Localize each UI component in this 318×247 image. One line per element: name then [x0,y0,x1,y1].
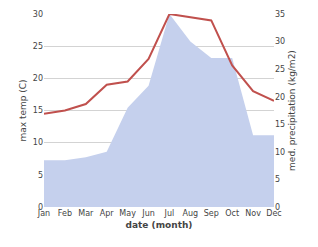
svg-text:Mar: Mar [78,209,94,218]
svg-text:date (month): date (month) [126,220,193,230]
svg-text:5: 5 [275,175,280,184]
svg-text:Dec: Dec [266,209,281,218]
svg-text:20: 20 [275,93,285,102]
svg-text:15: 15 [33,106,43,115]
svg-text:0: 0 [38,203,43,212]
svg-text:Jun: Jun [141,209,155,218]
svg-text:10: 10 [33,138,43,147]
svg-text:35: 35 [275,10,285,19]
svg-text:30: 30 [33,10,43,19]
svg-text:15: 15 [275,120,285,129]
svg-text:10: 10 [275,148,285,157]
svg-text:30: 30 [275,37,285,46]
svg-text:Nov: Nov [245,209,261,218]
svg-text:Feb: Feb [58,209,72,218]
svg-text:5: 5 [38,171,43,180]
svg-text:max temp (C): max temp (C) [18,79,28,141]
svg-text:Jul: Jul [164,209,175,218]
svg-text:20: 20 [33,74,43,83]
svg-text:Oct: Oct [225,209,239,218]
svg-text:May: May [119,209,136,218]
svg-text:Apr: Apr [100,209,115,218]
svg-text:25: 25 [275,65,285,74]
svg-text:0: 0 [275,203,280,212]
svg-text:Sep: Sep [204,209,219,218]
svg-text:Aug: Aug [183,209,199,218]
svg-text:Jan: Jan [37,209,50,218]
svg-text:med. precipitation (kg/m2): med. precipitation (kg/m2) [287,50,297,171]
svg-text:25: 25 [33,42,43,51]
